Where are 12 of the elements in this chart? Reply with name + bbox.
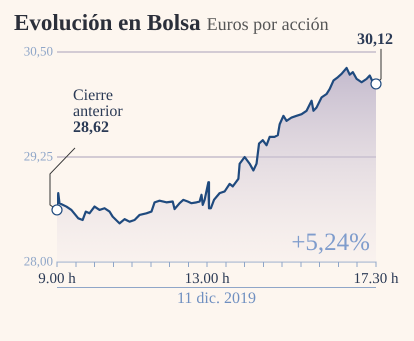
y-tick-label: 30,50 bbox=[24, 43, 53, 58]
annotation: +5,24% bbox=[291, 229, 370, 256]
chart-subtitle: Euros por acción bbox=[206, 14, 329, 34]
x-tick-label: 13.00 h bbox=[184, 270, 230, 287]
x-tick-label: 9.00 h bbox=[38, 270, 76, 287]
x-axis-title: 11 dic. 2019 bbox=[57, 287, 376, 308]
y-tick-label: 28,00 bbox=[24, 253, 53, 268]
x-tick-label: 17.30 h bbox=[354, 270, 399, 287]
chart-title: Evolución en Bolsa bbox=[14, 10, 201, 35]
annotation: Cierre anterior 28,62 bbox=[73, 86, 124, 136]
y-tick-label: 29,25 bbox=[24, 148, 53, 164]
annotation: 30,12 bbox=[357, 30, 393, 48]
